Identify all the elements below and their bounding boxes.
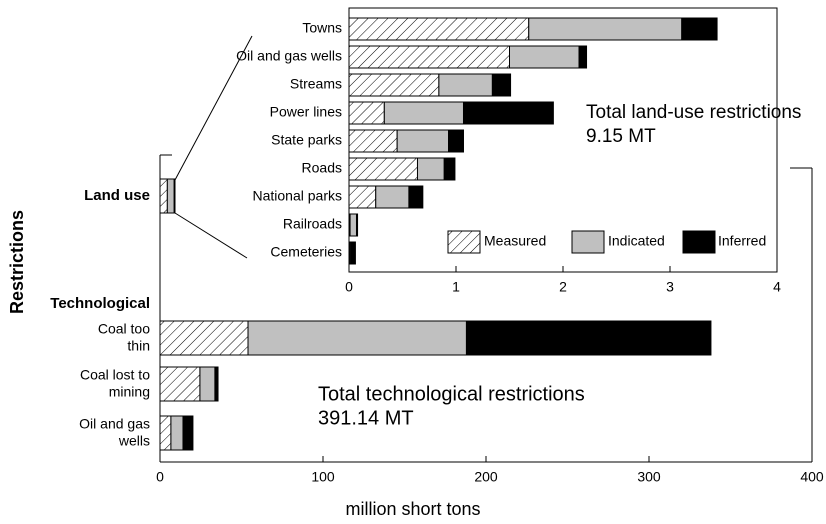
bar-segment	[408, 185, 424, 209]
y-tick-label: Roads	[302, 160, 342, 176]
bar-segment	[383, 101, 464, 125]
y-tick-label: Oil and gas wells	[236, 48, 342, 64]
bar-segment	[509, 45, 580, 69]
connector	[174, 212, 248, 259]
y-tick-label: Technological	[50, 295, 150, 312]
bar-segment	[681, 17, 718, 41]
y-tick-label: Cemeteries	[270, 244, 342, 260]
y-tick-label: Coal lost to mining	[80, 366, 150, 399]
bar-segment	[214, 366, 219, 402]
y-tick-label: Towns	[302, 20, 342, 36]
legend-label: Indicated	[608, 233, 665, 249]
bar-segment	[375, 185, 410, 209]
connector	[174, 35, 253, 181]
y-tick-label: Streams	[290, 76, 342, 92]
x-tick-label: 0	[345, 279, 353, 295]
y-tick-label: Power lines	[270, 104, 342, 120]
y-tick-label: National parks	[253, 188, 343, 204]
legend-swatch	[447, 230, 481, 254]
bar-segment	[173, 178, 176, 214]
x-tick-label: 300	[637, 469, 661, 485]
bar-segment	[443, 157, 456, 181]
bar-segment	[159, 415, 172, 451]
bar-segment	[355, 213, 359, 237]
bar-segment	[462, 101, 554, 125]
bar-segment	[350, 241, 356, 265]
y-tick-label: Land use	[84, 187, 150, 204]
x-tick-label: 100	[311, 469, 335, 485]
x-axis-label: million short tons	[345, 499, 480, 519]
bar-segment	[578, 45, 588, 69]
bar-segment	[448, 129, 464, 153]
bar-segment	[348, 185, 377, 209]
bar-segment	[159, 178, 168, 214]
y-tick-label: State parks	[271, 132, 342, 148]
x-tick-label: 400	[800, 469, 824, 485]
bar-segment	[396, 129, 450, 153]
annotation: Total land-use restrictions	[586, 102, 801, 123]
bar-segment	[349, 213, 357, 237]
x-tick-label: 3	[666, 279, 674, 295]
bar-segment	[348, 157, 418, 181]
annotation: 9.15 MT	[586, 126, 656, 147]
legend-swatch	[682, 230, 716, 254]
x-tick-label: 4	[773, 279, 781, 295]
bar-segment	[348, 17, 530, 41]
y-tick-label: Railroads	[283, 216, 342, 232]
x-tick-label: 2	[559, 279, 567, 295]
bar-segment	[416, 157, 445, 181]
bar-segment	[199, 366, 216, 402]
y-tick-label: Coal too thin	[98, 320, 150, 353]
legend-label: Inferred	[718, 233, 766, 249]
bar-segment	[491, 73, 512, 97]
annotation: Total technological restrictions	[318, 383, 585, 405]
bar-segment	[348, 73, 440, 97]
bar-segment	[528, 17, 683, 41]
y-tick-label: Oil and gas wells	[79, 415, 150, 448]
y-axis-label: Restrictions	[7, 210, 27, 314]
bar-segment	[170, 415, 184, 451]
bar-segment	[166, 178, 175, 214]
x-tick-label: 0	[156, 469, 164, 485]
bar-segment	[465, 320, 712, 356]
legend-label: Measured	[484, 233, 546, 249]
bar-segment	[348, 101, 385, 125]
bar-segment	[438, 73, 493, 97]
x-tick-label: 200	[474, 469, 498, 485]
x-tick-label: 1	[452, 279, 460, 295]
bar-segment	[247, 320, 467, 356]
bar-segment	[182, 415, 194, 451]
bar-segment	[348, 129, 398, 153]
annotation: 391.14 MT	[318, 407, 414, 429]
legend-swatch	[571, 230, 605, 254]
bar-segment	[348, 45, 510, 69]
bar-segment	[159, 320, 249, 356]
bar-segment	[159, 366, 201, 402]
